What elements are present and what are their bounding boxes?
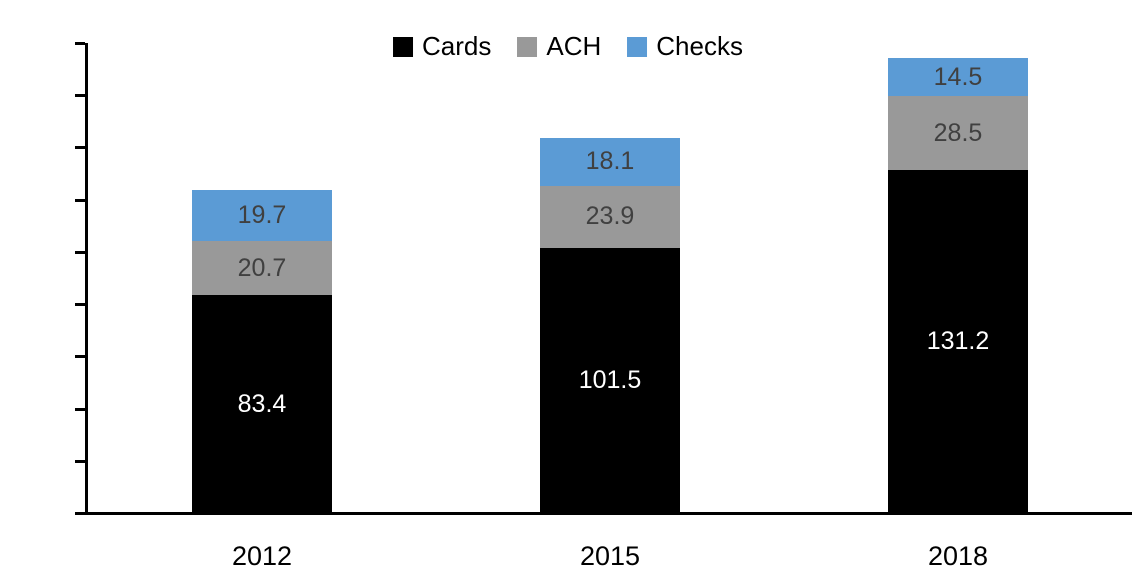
bar-segment-cards: 83.4: [192, 295, 332, 513]
y-tick: [75, 303, 85, 307]
bar-segment-ach: 20.7: [192, 241, 332, 296]
legend-item-ach: ACH: [517, 31, 601, 62]
bar-segment-cards: 131.2: [888, 170, 1028, 513]
data-label-ach: 20.7: [237, 253, 287, 282]
data-label-cards: 101.5: [578, 365, 642, 394]
data-label-ach: 28.5: [933, 118, 983, 147]
bar-segment-ach: 23.9: [540, 185, 680, 248]
bar-segment-cards: 101.5: [540, 247, 680, 513]
y-tick: [75, 250, 85, 254]
y-tick: [75, 94, 85, 98]
data-label-ach: 23.9: [585, 202, 635, 231]
legend-swatch-checks-icon: [627, 36, 648, 57]
legend-item-checks: Checks: [627, 31, 743, 62]
x-label-2012: 2012: [231, 541, 293, 571]
bar-2012: 83.4 20.7 19.7: [192, 189, 332, 513]
data-label-cards: 83.4: [237, 389, 287, 418]
legend-swatch-cards-icon: [393, 36, 414, 57]
y-tick: [75, 355, 85, 359]
y-tick: [75, 459, 85, 463]
data-label-checks: 14.5: [933, 62, 983, 91]
legend-item-cards: Cards: [393, 31, 491, 62]
x-label-2018: 2018: [927, 541, 989, 571]
chart-legend: Cards ACH Checks: [393, 31, 743, 62]
x-axis: [85, 512, 1132, 515]
bar-segment-checks: 18.1: [540, 138, 680, 186]
bar-2015: 101.5 23.9 18.1: [540, 138, 680, 513]
y-axis: [85, 43, 88, 515]
bar-segment-checks: 19.7: [192, 189, 332, 242]
y-tick: [75, 407, 85, 411]
legend-label-checks: Checks: [656, 31, 743, 61]
data-label-checks: 19.7: [237, 200, 287, 229]
bar-2018: 131.2 28.5 14.5: [888, 58, 1028, 513]
legend-label-ach: ACH: [546, 31, 602, 61]
bar-segment-checks: 14.5: [888, 58, 1028, 97]
legend-swatch-ach-icon: [517, 36, 538, 57]
x-label-2015: 2015: [579, 541, 641, 571]
y-tick: [75, 198, 85, 202]
y-tick: [75, 42, 85, 45]
y-tick: [75, 146, 85, 150]
data-label-cards: 131.2: [926, 327, 990, 356]
data-label-checks: 18.1: [585, 147, 635, 176]
y-tick: [75, 512, 85, 515]
legend-label-cards: Cards: [422, 31, 492, 61]
bar-segment-ach: 28.5: [888, 96, 1028, 171]
